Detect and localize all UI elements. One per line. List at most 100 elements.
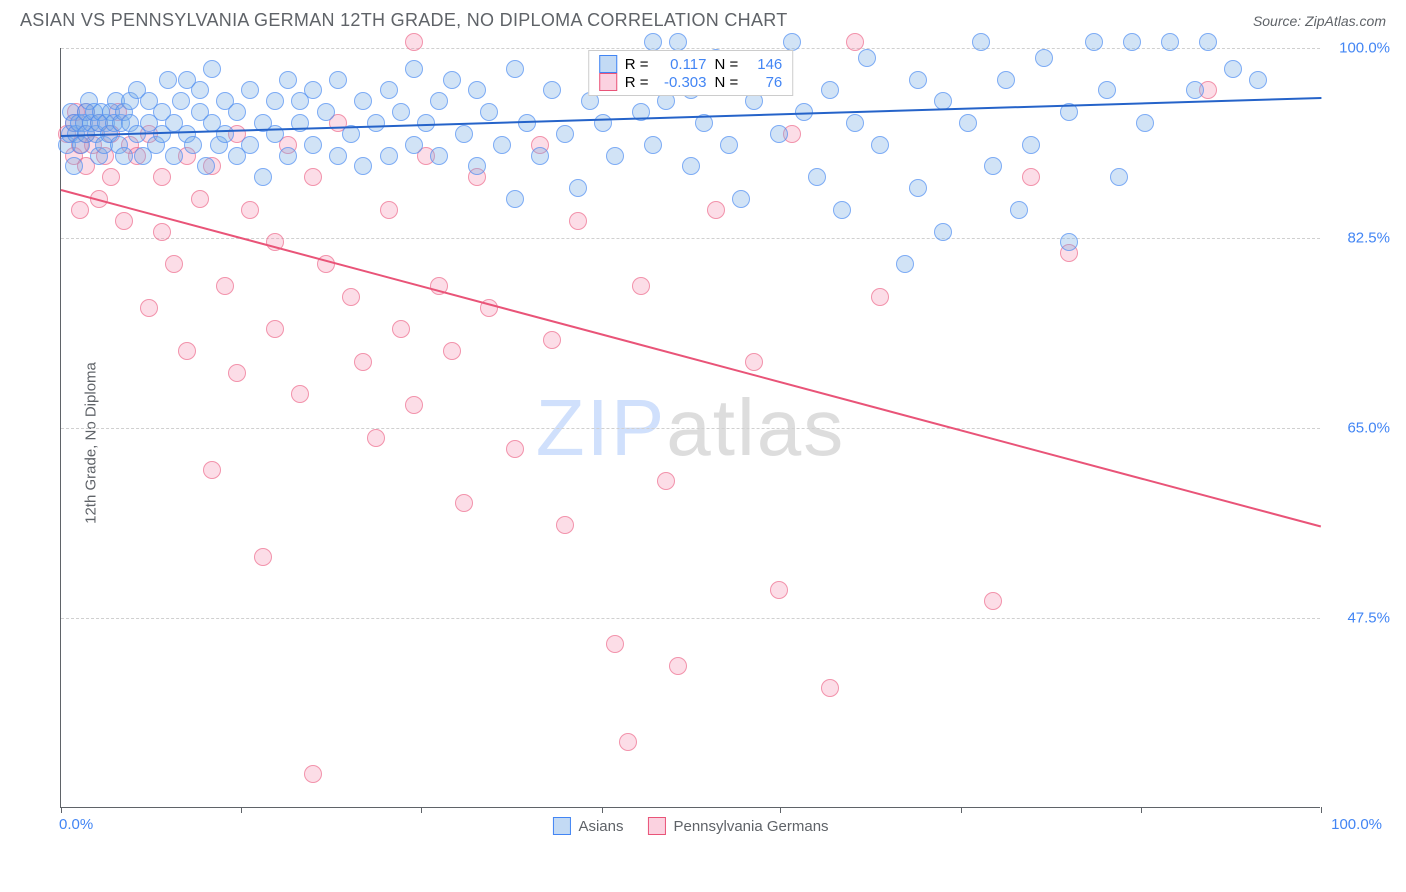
scatter-point: [191, 81, 209, 99]
scatter-point: [506, 190, 524, 208]
r-value: 0.117: [657, 56, 707, 73]
scatter-point: [1035, 49, 1053, 67]
scatter-point: [405, 396, 423, 414]
scatter-point: [833, 201, 851, 219]
watermark-zip: ZIP: [536, 383, 666, 472]
scatter-point: [178, 342, 196, 360]
scatter-point: [556, 516, 574, 534]
n-value: 146: [746, 56, 782, 73]
scatter-point: [821, 679, 839, 697]
scatter-point: [405, 136, 423, 154]
scatter-point: [657, 472, 675, 490]
scatter-point: [1060, 233, 1078, 251]
scatter-point: [858, 49, 876, 67]
scatter-point: [770, 125, 788, 143]
scatter-point: [871, 288, 889, 306]
legend-item: Asians: [552, 817, 623, 835]
watermark-atlas: atlas: [666, 383, 845, 472]
r-label: R =: [625, 56, 649, 73]
n-value: 76: [746, 74, 782, 91]
scatter-point: [354, 157, 372, 175]
scatter-point: [984, 592, 1002, 610]
swatch-icon: [647, 817, 665, 835]
scatter-point: [392, 320, 410, 338]
scatter-point: [266, 320, 284, 338]
scatter-point: [984, 157, 1002, 175]
scatter-point: [304, 136, 322, 154]
scatter-point: [443, 342, 461, 360]
x-tick: [961, 807, 962, 813]
scatter-point: [216, 125, 234, 143]
gridline: [61, 428, 1320, 429]
scatter-point: [1186, 81, 1204, 99]
scatter-point: [543, 331, 561, 349]
plot-area: ZIPatlas R = 0.117 N = 146 R = -0.303 N …: [60, 48, 1320, 808]
scatter-point: [254, 548, 272, 566]
scatter-point: [165, 147, 183, 165]
scatter-point: [1098, 81, 1116, 99]
scatter-point: [770, 581, 788, 599]
scatter-point: [71, 201, 89, 219]
swatch-icon: [599, 73, 617, 91]
scatter-point: [203, 461, 221, 479]
scatter-point: [1199, 33, 1217, 51]
scatter-point: [644, 33, 662, 51]
scatter-point: [405, 60, 423, 78]
scatter-point: [405, 33, 423, 51]
scatter-point: [304, 81, 322, 99]
scatter-point: [153, 223, 171, 241]
scatter-point: [821, 81, 839, 99]
scatter-point: [241, 136, 259, 154]
scatter-point: [1022, 136, 1040, 154]
scatter-point: [480, 103, 498, 121]
chart-container: 12th Grade, No Diploma ZIPatlas R = 0.11…: [50, 48, 1386, 838]
scatter-point: [468, 157, 486, 175]
scatter-point: [279, 71, 297, 89]
source-label: Source: ZipAtlas.com: [1253, 13, 1386, 29]
scatter-point: [380, 81, 398, 99]
scatter-point: [279, 147, 297, 165]
scatter-point: [468, 81, 486, 99]
scatter-point: [1123, 33, 1141, 51]
scatter-point: [669, 657, 687, 675]
swatch-icon: [599, 55, 617, 73]
x-tick: [780, 807, 781, 813]
scatter-point: [506, 440, 524, 458]
scatter-point: [443, 71, 461, 89]
scatter-point: [1249, 71, 1267, 89]
scatter-point: [1010, 201, 1028, 219]
scatter-point: [380, 147, 398, 165]
trend-line: [61, 189, 1322, 528]
scatter-point: [531, 147, 549, 165]
series-legend: Asians Pennsylvania Germans: [552, 817, 828, 835]
scatter-point: [644, 136, 662, 154]
r-value: -0.303: [657, 74, 707, 91]
r-label: R =: [625, 74, 649, 91]
x-tick: [241, 807, 242, 813]
scatter-point: [997, 71, 1015, 89]
x-tick: [61, 807, 62, 813]
scatter-point: [354, 92, 372, 110]
scatter-point: [159, 71, 177, 89]
scatter-point: [1161, 33, 1179, 51]
y-tick-label: 65.0%: [1347, 420, 1390, 437]
scatter-point: [172, 92, 190, 110]
scatter-point: [430, 147, 448, 165]
scatter-point: [115, 147, 133, 165]
n-label: N =: [715, 74, 739, 91]
n-label: N =: [715, 56, 739, 73]
legend-label: Asians: [578, 818, 623, 835]
scatter-point: [228, 364, 246, 382]
x-axis-max-label: 100.0%: [1331, 816, 1382, 833]
x-tick: [1141, 807, 1142, 813]
scatter-point: [1022, 168, 1040, 186]
scatter-point: [291, 385, 309, 403]
scatter-point: [909, 179, 927, 197]
scatter-point: [65, 157, 83, 175]
scatter-point: [493, 136, 511, 154]
scatter-point: [669, 33, 687, 51]
scatter-point: [619, 733, 637, 751]
y-tick-label: 47.5%: [1347, 610, 1390, 627]
x-tick: [602, 807, 603, 813]
scatter-point: [165, 255, 183, 273]
